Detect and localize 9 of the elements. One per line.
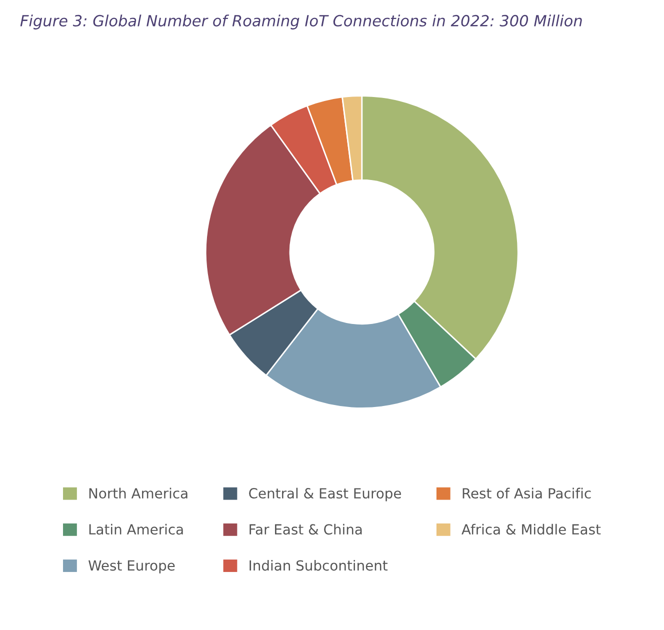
legend-label: Central & East Europe <box>249 488 401 502</box>
legend-label: Africa & Middle East <box>462 524 601 535</box>
legend-label: North America <box>89 488 188 499</box>
legend-label: Indian Subcontinent <box>250 560 388 571</box>
legend-label: Rest of Asia Pacific <box>462 488 591 499</box>
legend-label: West Europe <box>88 560 175 574</box>
legend-label: Far East & China <box>250 524 362 535</box>
chart-title: Figure 3: Global Number of Roaming IoT Connections in 2022: 300 Million <box>20 14 582 30</box>
legend-label: Latin America <box>89 524 183 535</box>
